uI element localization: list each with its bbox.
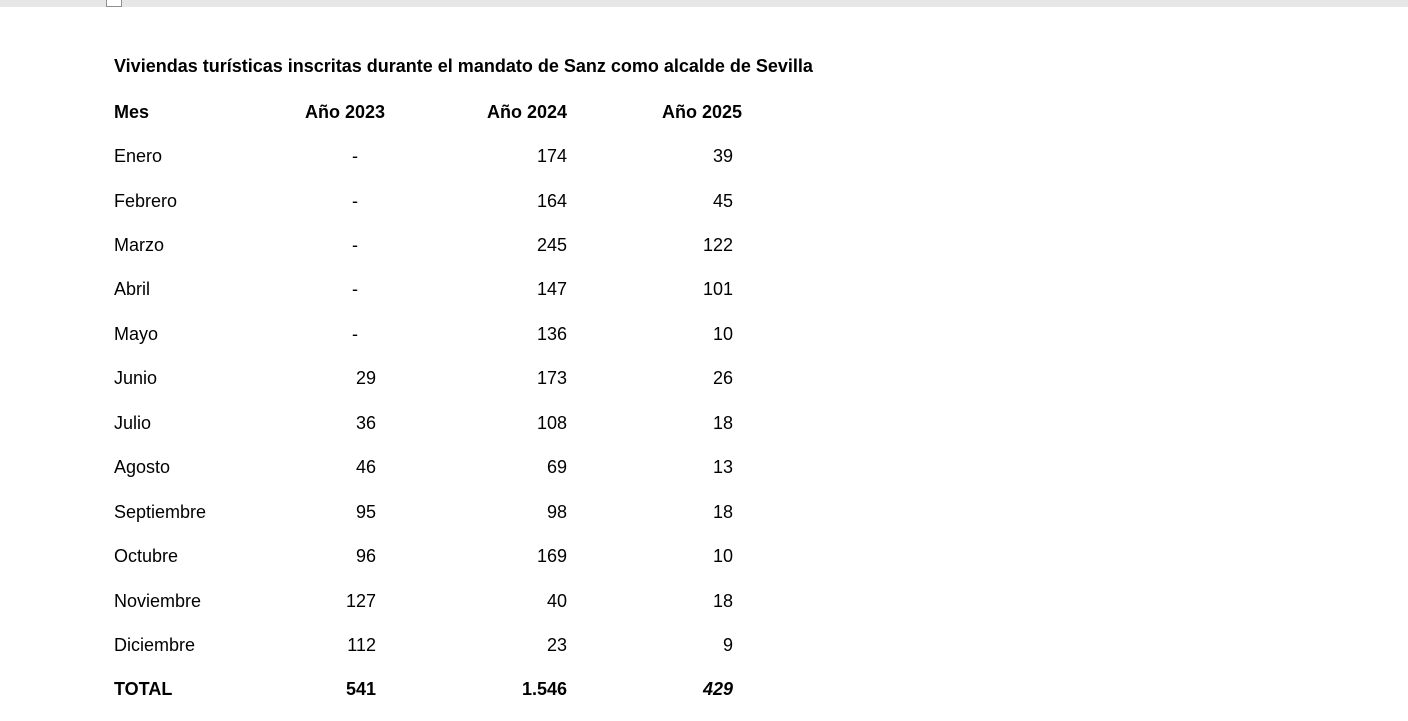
cell-month: Septiembre xyxy=(114,501,207,522)
document-page: Viviendas turísticas inscritas durante e… xyxy=(0,7,1408,712)
cell-value: 127 xyxy=(345,590,376,611)
cell-month: Agosto xyxy=(114,457,171,478)
window-top-bar xyxy=(0,0,1408,7)
cell-value: 26 xyxy=(712,368,733,389)
top-edge-marker xyxy=(106,0,122,7)
cell-value: 69 xyxy=(546,457,567,478)
cell-value: 45 xyxy=(712,190,733,211)
table-row: Enero - 174 39 xyxy=(114,134,742,178)
cell-value: 9 xyxy=(722,634,733,655)
cell-value: 40 xyxy=(546,590,567,611)
table-row: Febrero - 164 45 xyxy=(114,179,742,223)
table-total-row: TOTAL 541 1.546 429 xyxy=(114,668,742,712)
table-row: Octubre 96 169 10 xyxy=(114,534,742,578)
cell-value: 96 xyxy=(355,546,376,567)
table-row: Mayo - 136 10 xyxy=(114,312,742,356)
cell-value: 36 xyxy=(355,412,376,433)
table-row: Abril - 147 101 xyxy=(114,268,742,312)
cell-value: 122 xyxy=(702,235,733,256)
cell-value: 541 xyxy=(345,679,376,700)
cell-month: Junio xyxy=(114,368,158,389)
table-row: Noviembre 127 40 18 xyxy=(114,579,742,623)
table-body: Enero - 174 39 Febrero - 164 45 Marzo - 245 122 Abri… xyxy=(114,134,742,712)
cell-month: Abril xyxy=(114,279,151,300)
cell-value: 108 xyxy=(536,412,567,433)
cell-value: 164 xyxy=(536,190,567,211)
cell-value: 245 xyxy=(536,235,567,256)
cell-value: 18 xyxy=(712,590,733,611)
cell-value: 429 xyxy=(702,679,733,700)
table-row: Junio 29 173 26 xyxy=(114,357,742,401)
cell-value: 10 xyxy=(712,323,733,344)
cell-value: 23 xyxy=(546,634,567,655)
column-header-mes: Mes xyxy=(114,101,150,122)
cell-month: Enero xyxy=(114,146,163,167)
cell-month: Octubre xyxy=(114,546,179,567)
table-row: Marzo - 245 122 xyxy=(114,223,742,267)
cell-month: Mayo xyxy=(114,323,159,344)
cell-value: 169 xyxy=(536,546,567,567)
cell-value: - xyxy=(352,146,358,167)
cell-value: - xyxy=(352,235,358,256)
cell-value: 95 xyxy=(355,501,376,522)
document-title: Viviendas turísticas inscritas durante e… xyxy=(114,56,813,76)
cell-month: Diciembre xyxy=(114,634,196,655)
cell-value: 173 xyxy=(536,368,567,389)
cell-month: Julio xyxy=(114,412,152,433)
table-row: Agosto 46 69 13 xyxy=(114,446,742,490)
cell-value: 112 xyxy=(347,634,376,655)
cell-value: - xyxy=(352,323,358,344)
cell-month: Febrero xyxy=(114,190,178,211)
column-header-ano-2024: Año 2024 xyxy=(486,101,567,122)
cell-value: 147 xyxy=(536,279,567,300)
table-row: Julio 36 108 18 xyxy=(114,401,742,445)
cell-value: 29 xyxy=(355,368,376,389)
cell-value: 46 xyxy=(355,457,376,478)
table-row: Diciembre 112 23 9 xyxy=(114,623,742,667)
cell-month: Noviembre xyxy=(114,590,202,611)
cell-value: 136 xyxy=(536,323,567,344)
cell-value: 18 xyxy=(712,501,733,522)
cell-value: 98 xyxy=(546,501,567,522)
cell-value: 18 xyxy=(712,412,733,433)
cell-value: 13 xyxy=(712,457,733,478)
data-table: Mes Año 2023 Año 2024 Año 2025 Enero - 174… xyxy=(114,90,742,712)
cell-value: 10 xyxy=(712,546,733,567)
cell-month: TOTAL xyxy=(114,679,173,700)
column-header-ano-2023: Año 2023 xyxy=(304,101,385,122)
cell-value: 101 xyxy=(702,279,733,300)
cell-month: Marzo xyxy=(114,235,165,256)
cell-value: - xyxy=(352,279,358,300)
cell-value: 1.546 xyxy=(521,679,567,700)
cell-value: - xyxy=(352,190,358,211)
column-header-ano-2025: Año 2025 xyxy=(661,101,742,122)
table-row: Septiembre 95 98 18 xyxy=(114,490,742,534)
table-header-row: Mes Año 2023 Año 2024 Año 2025 xyxy=(114,90,742,134)
cell-value: 174 xyxy=(536,146,567,167)
cell-value: 39 xyxy=(712,146,733,167)
